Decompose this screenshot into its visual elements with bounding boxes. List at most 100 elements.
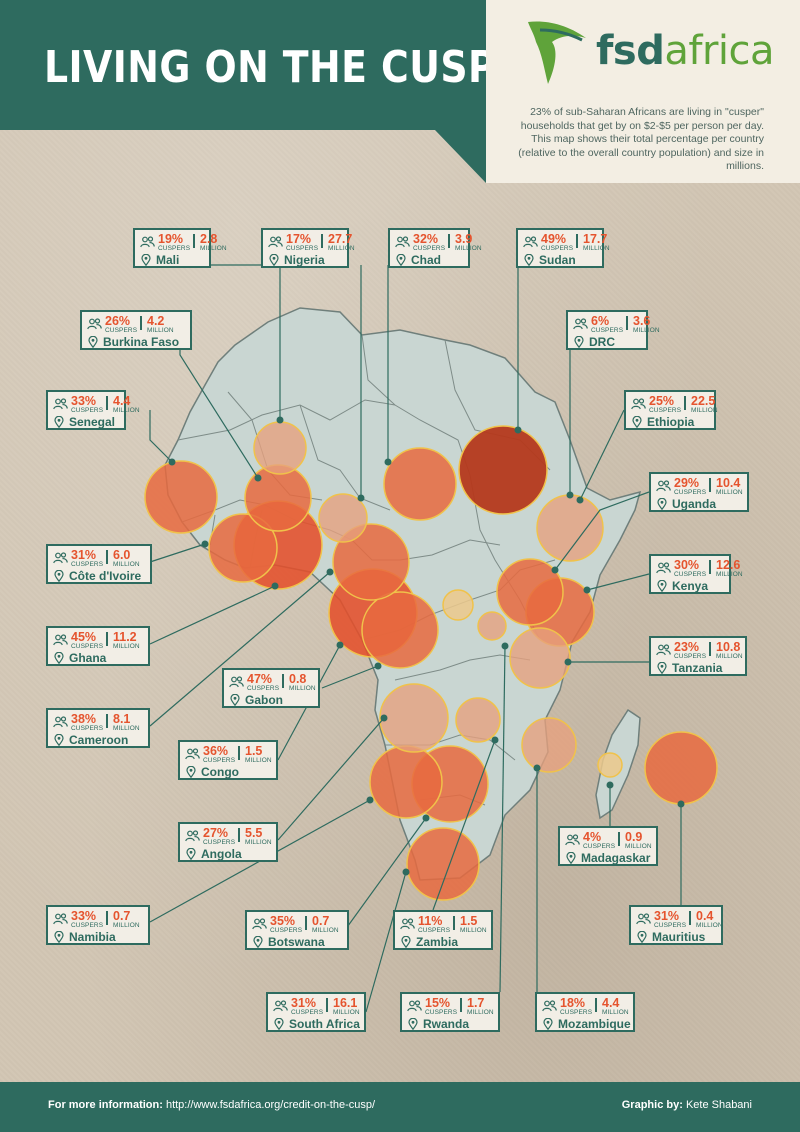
cusper-percent: 33% — [71, 909, 97, 923]
card-separator — [282, 674, 284, 688]
fsd-leaf-logo-icon — [528, 21, 586, 84]
country-name: South Africa — [289, 1017, 360, 1031]
million-label: MILLION — [691, 407, 718, 414]
cusper-percent: 6% — [591, 314, 610, 328]
people-icon — [53, 397, 68, 410]
country-name: Senegal — [69, 415, 116, 429]
card-separator — [448, 234, 450, 248]
leader-line — [365, 871, 407, 1013]
card-separator — [576, 234, 578, 248]
country-card-chad: 32% CUSPERS 3.9 MILLION Chad — [388, 228, 482, 268]
country-card-nigeria: 17% CUSPERS 27.7 MILLION Nigeria — [261, 228, 355, 268]
country-card-uganda: 29% CUSPERS 10.4 MILLION Uganda — [649, 472, 749, 512]
location-pin-icon — [566, 851, 576, 865]
bubble-south-africa — [406, 827, 480, 901]
people-icon — [229, 675, 244, 688]
bubble-chad — [383, 447, 457, 521]
location-pin-icon — [574, 335, 584, 349]
people-icon — [53, 551, 68, 564]
cusper-percent: 49% — [541, 232, 567, 246]
country-name: Gabon — [245, 693, 283, 707]
leader-dot — [606, 781, 614, 789]
million-label: MILLION — [328, 245, 355, 252]
leader-dot — [491, 736, 499, 744]
cusper-percent: 45% — [71, 630, 97, 644]
bubble-gabon — [361, 591, 439, 669]
country-name: DRC — [589, 335, 615, 349]
country-name: Congo — [201, 765, 239, 779]
leader-line — [586, 573, 650, 591]
leader-dot — [380, 714, 388, 722]
cuspers-label: CUSPERS — [71, 407, 104, 414]
leader-line — [179, 330, 259, 479]
more-info-link[interactable]: http://www.fsdafrica.org/credit-on-the-c… — [165, 1099, 376, 1111]
million-label: MILLION — [113, 725, 140, 732]
cusper-millions: 4.4 — [113, 394, 131, 408]
location-pin-icon — [657, 497, 667, 511]
people-icon — [542, 999, 557, 1012]
cusper-millions: 22.5 — [691, 394, 716, 408]
leader-dot — [566, 491, 574, 499]
cusper-millions: 27.7 — [328, 232, 353, 246]
location-pin-icon — [230, 693, 240, 707]
people-icon — [656, 643, 671, 656]
country-card-congo: 36% CUSPERS 1.5 MILLION Congo — [178, 740, 278, 780]
cusper-millions: 8.1 — [113, 712, 131, 726]
cuspers-label: CUSPERS — [674, 653, 707, 660]
cuspers-label: CUSPERS — [425, 1009, 458, 1016]
leader-line — [344, 817, 427, 931]
country-name: Madagaskar — [581, 851, 651, 865]
leader-dot — [168, 458, 176, 466]
people-icon — [523, 235, 538, 248]
cusper-percent: 25% — [649, 394, 675, 408]
card-separator — [106, 550, 108, 564]
location-pin-icon — [269, 253, 279, 267]
people-icon — [185, 829, 200, 842]
country-card-tanzania: 23% CUSPERS 10.8 MILLION Tanzania — [649, 636, 747, 676]
million-label: MILLION — [113, 561, 140, 568]
cusper-percent: 26% — [105, 314, 131, 328]
location-pin-icon — [186, 847, 196, 861]
people-icon — [273, 999, 288, 1012]
leader-line — [203, 264, 281, 420]
cusper-millions: 1.5 — [460, 914, 478, 928]
people-icon — [407, 999, 422, 1012]
bubble-nigeria — [318, 493, 368, 543]
people-icon — [656, 479, 671, 492]
leader-dot — [276, 416, 284, 424]
leader-dot — [551, 566, 559, 574]
million-label: MILLION — [312, 927, 339, 934]
card-separator — [709, 642, 711, 656]
card-separator — [684, 396, 686, 410]
cusper-millions: 16.1 — [333, 996, 358, 1010]
country-card-mozambique: 18% CUSPERS 4.4 MILLION Mozambique — [535, 992, 635, 1032]
cusper-millions: 10.4 — [716, 476, 741, 490]
bubble-uganda — [496, 558, 564, 626]
location-pin-icon — [186, 765, 196, 779]
country-name: Ghana — [69, 651, 107, 665]
country-card-ghana: 45% CUSPERS 11.2 MILLION Ghana — [46, 626, 150, 666]
cusper-millions: 10.8 — [716, 640, 741, 654]
country-card-kenya: 30% CUSPERS 12.6 MILLION Kenya — [649, 554, 743, 594]
leader-line — [554, 491, 650, 571]
card-separator — [326, 998, 328, 1012]
leader-dot — [384, 458, 392, 466]
leader-line — [499, 645, 506, 993]
location-pin-icon — [54, 651, 64, 665]
location-pin-icon — [54, 930, 64, 944]
cuspers-label: CUSPERS — [158, 245, 191, 252]
card-separator — [106, 714, 108, 728]
cuspers-label: CUSPERS — [105, 327, 138, 334]
leader-line — [277, 717, 385, 841]
location-pin-icon — [253, 935, 263, 949]
cuspers-label: CUSPERS — [583, 843, 616, 850]
location-pin-icon — [408, 1017, 418, 1031]
cusper-percent: 23% — [674, 640, 700, 654]
header-banner — [0, 0, 486, 183]
leader-dot — [501, 642, 509, 650]
million-label: MILLION — [460, 927, 487, 934]
cusper-percent: 31% — [291, 996, 317, 1010]
million-label: MILLION — [333, 1009, 360, 1016]
card-separator — [689, 911, 691, 925]
